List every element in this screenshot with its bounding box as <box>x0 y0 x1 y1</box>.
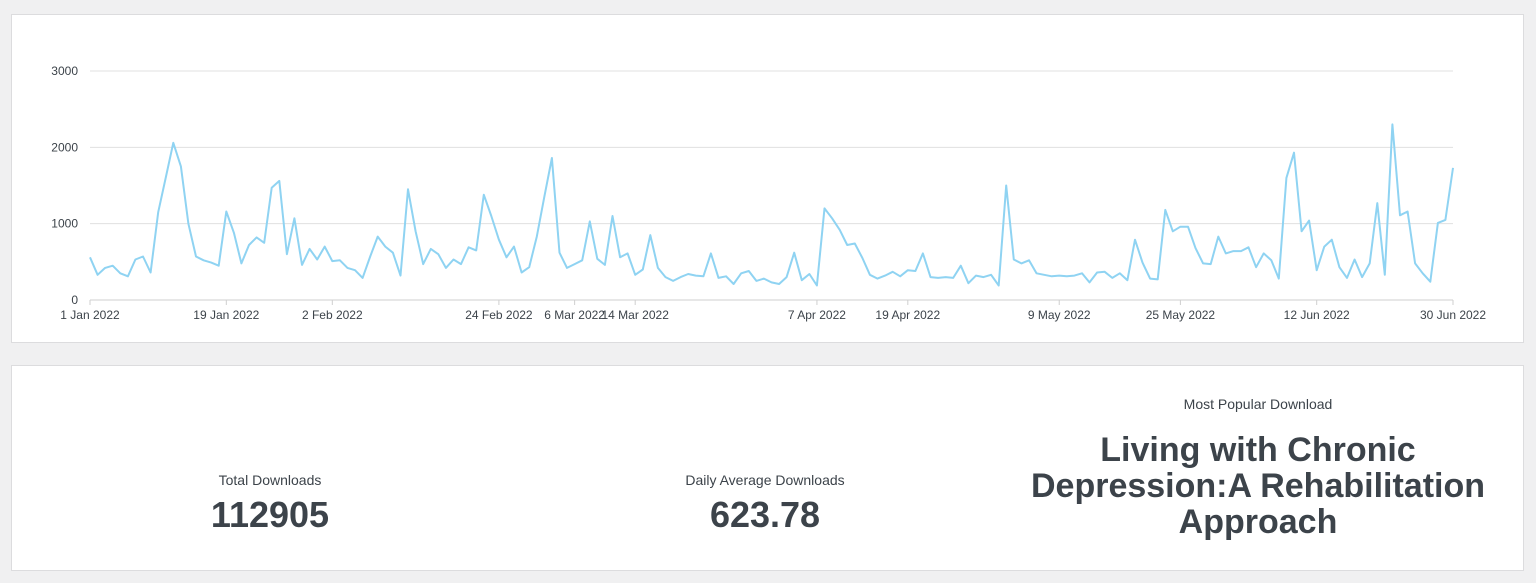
x-tick-label: 12 Jun 2022 <box>1284 308 1350 322</box>
x-tick-label: 19 Jan 2022 <box>193 308 259 322</box>
most-popular-stat: Most Popular Download Living with Chroni… <box>1008 396 1508 540</box>
y-tick-label: 1000 <box>51 217 78 231</box>
daily-average-value: 623.78 <box>709 494 821 535</box>
total-downloads-value: 112905 <box>210 494 330 535</box>
most-popular-label: Most Popular Download <box>1183 396 1333 412</box>
x-tick-label: 25 May 2022 <box>1146 308 1216 322</box>
x-tick-label: 6 Mar 2022 <box>544 308 605 322</box>
total-downloads-stat: Total Downloads 112905 <box>120 472 420 536</box>
x-tick-label: 1 Jan 2022 <box>60 308 120 322</box>
x-tick-label: 2 Feb 2022 <box>302 308 363 322</box>
x-tick-label: 14 Mar 2022 <box>602 308 670 322</box>
x-tick-label: 24 Feb 2022 <box>465 308 533 322</box>
daily-average-label: Daily Average Downloads <box>685 472 845 488</box>
total-downloads-label: Total Downloads <box>218 472 322 488</box>
x-tick-label: 9 May 2022 <box>1028 308 1091 322</box>
most-popular-title[interactable]: Living with Chronic Depression:A Rehabil… <box>1030 431 1486 541</box>
download-stats-panel: Total Downloads 112905 Daily Average Dow… <box>11 365 1524 571</box>
daily-average-stat: Daily Average Downloads 623.78 <box>615 472 915 536</box>
x-tick-label: 30 Jun 2022 <box>1420 308 1486 322</box>
downloads-chart-panel: 0 1000 2000 3000 1 Jan 2022 19 Jan 2022 2 Feb … <box>11 14 1524 343</box>
y-tick-label: 2000 <box>51 140 78 154</box>
downloads-line-chart: 0 1000 2000 3000 1 Jan 2022 19 Jan 2022 2 Feb … <box>51 64 1486 322</box>
x-tick-label: 19 Apr 2022 <box>875 308 940 322</box>
y-tick-label: 0 <box>71 293 78 307</box>
y-tick-label: 3000 <box>51 64 78 78</box>
x-tick-label: 7 Apr 2022 <box>788 308 846 322</box>
downloads-series-line <box>89 123 1454 287</box>
